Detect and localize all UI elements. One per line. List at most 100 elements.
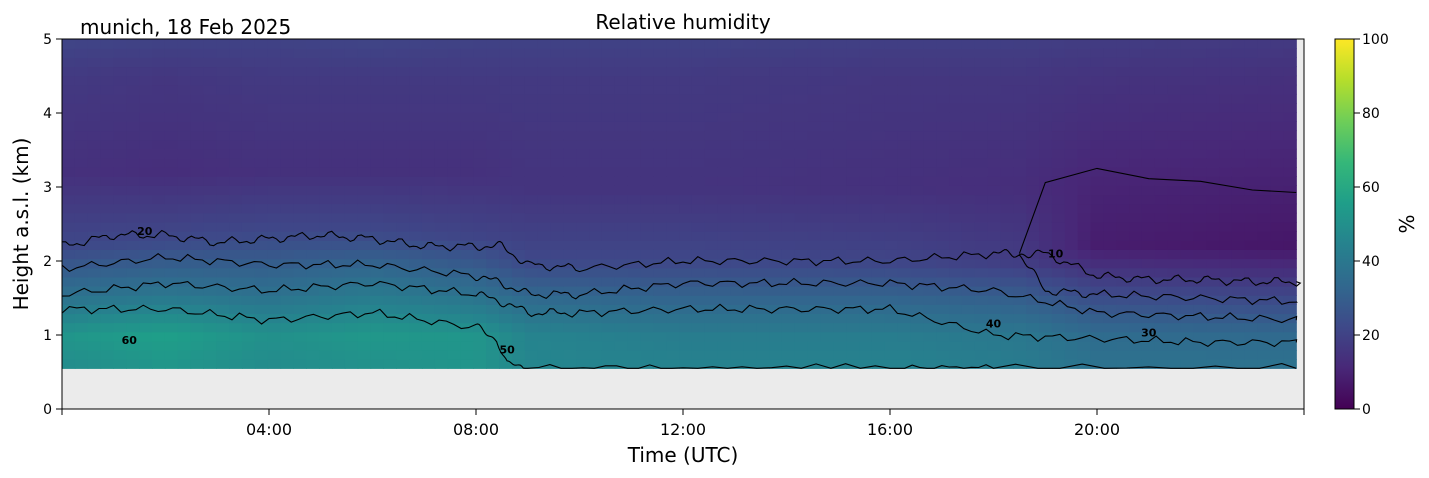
heat-cell	[949, 359, 963, 369]
heat-cell	[370, 194, 385, 205]
heat-cell	[1193, 240, 1207, 250]
heat-cell	[1231, 167, 1246, 177]
heat-cell	[190, 39, 205, 49]
heat-cell	[1180, 304, 1194, 315]
heat-cell	[1180, 285, 1194, 296]
heat-cell	[1219, 249, 1233, 260]
heat-cell	[74, 48, 89, 58]
heat-cell	[537, 103, 552, 113]
heat-cell	[152, 75, 166, 86]
heat-cell	[1064, 75, 1079, 86]
heat-cell	[666, 185, 680, 196]
heat-cell	[1090, 121, 1104, 132]
heat-cell	[974, 267, 989, 278]
heat-cell	[923, 121, 937, 132]
heat-cell	[511, 39, 526, 49]
heat-cell	[1141, 167, 1156, 177]
heat-cell	[704, 84, 719, 95]
heat-cell	[74, 340, 89, 351]
heat-cell	[164, 167, 179, 177]
heat-cell	[871, 112, 886, 122]
heat-cell	[319, 75, 333, 86]
heat-cell	[794, 112, 809, 122]
heat-cell	[589, 48, 603, 58]
heat-cell	[486, 203, 500, 214]
heat-cell	[100, 167, 115, 177]
heat-cell	[344, 267, 359, 278]
heat-cell	[383, 176, 397, 186]
heat-cell	[139, 75, 153, 86]
heat-cell	[730, 39, 745, 49]
heat-cell	[537, 157, 552, 168]
heat-cell	[331, 84, 346, 95]
x-tick-label: 12:00	[660, 420, 706, 439]
heat-cell	[1051, 212, 1066, 223]
heat-cell	[1039, 139, 1053, 150]
heat-cell	[1000, 103, 1014, 113]
heat-cell	[524, 322, 539, 333]
heat-cell	[229, 167, 243, 177]
heat-cell	[152, 295, 166, 305]
heat-cell	[1283, 350, 1297, 360]
heat-cell	[1116, 276, 1130, 287]
heat-cell	[717, 121, 732, 132]
heat-cell	[1231, 340, 1246, 351]
heat-cell	[1167, 359, 1182, 369]
heat-cell	[524, 75, 539, 86]
heat-cell	[601, 93, 616, 104]
heat-cell	[589, 276, 603, 287]
heat-cell	[743, 75, 757, 86]
heat-cell	[833, 148, 847, 159]
heat-cell	[203, 194, 217, 205]
heat-cell	[1283, 322, 1297, 333]
heat-cell	[62, 295, 76, 305]
heat-cell	[1231, 304, 1246, 315]
heat-cell	[884, 203, 899, 214]
heat-cell	[190, 313, 205, 324]
heat-cell	[781, 221, 796, 232]
heat-cell	[1193, 75, 1207, 86]
heat-cell	[987, 194, 1002, 205]
heat-cell	[1103, 130, 1117, 141]
heat-cell	[563, 157, 577, 168]
heat-cell	[550, 194, 565, 205]
heat-cell	[1206, 121, 1220, 132]
heat-cell	[434, 240, 449, 250]
heat-cell	[1039, 84, 1053, 95]
heat-cell	[100, 157, 115, 168]
heat-cell	[1039, 103, 1053, 113]
heat-cell	[936, 313, 950, 324]
heat-cell	[884, 139, 899, 150]
heat-cell	[1000, 313, 1014, 324]
heat-cell	[447, 148, 462, 159]
heat-cell	[537, 75, 552, 86]
heat-cell	[1039, 157, 1053, 168]
heat-cell	[152, 93, 166, 104]
heat-cell	[357, 84, 372, 95]
heat-cell	[177, 340, 192, 351]
heat-cell	[910, 157, 924, 168]
heat-cell	[910, 258, 924, 269]
heat-cell	[293, 350, 307, 360]
heat-cell	[190, 295, 205, 305]
heat-cell	[473, 93, 487, 104]
heat-cell	[100, 48, 115, 58]
heat-cell	[730, 66, 745, 77]
heat-cell	[1000, 322, 1014, 333]
heat-cell	[1116, 231, 1130, 241]
heat-cell	[447, 304, 462, 315]
heat-cell	[1077, 276, 1092, 287]
heat-cell	[87, 221, 102, 232]
heat-cell	[833, 176, 847, 186]
heat-cell	[1206, 221, 1220, 232]
heat-cell	[62, 57, 76, 68]
heat-cell	[974, 313, 989, 324]
heat-cell	[640, 258, 655, 269]
heat-cell	[1026, 322, 1040, 333]
heat-cell	[447, 221, 462, 232]
heat-cell	[704, 121, 719, 132]
heat-cell	[1013, 231, 1027, 241]
heat-cell	[576, 48, 590, 58]
heat-cell	[794, 48, 809, 58]
